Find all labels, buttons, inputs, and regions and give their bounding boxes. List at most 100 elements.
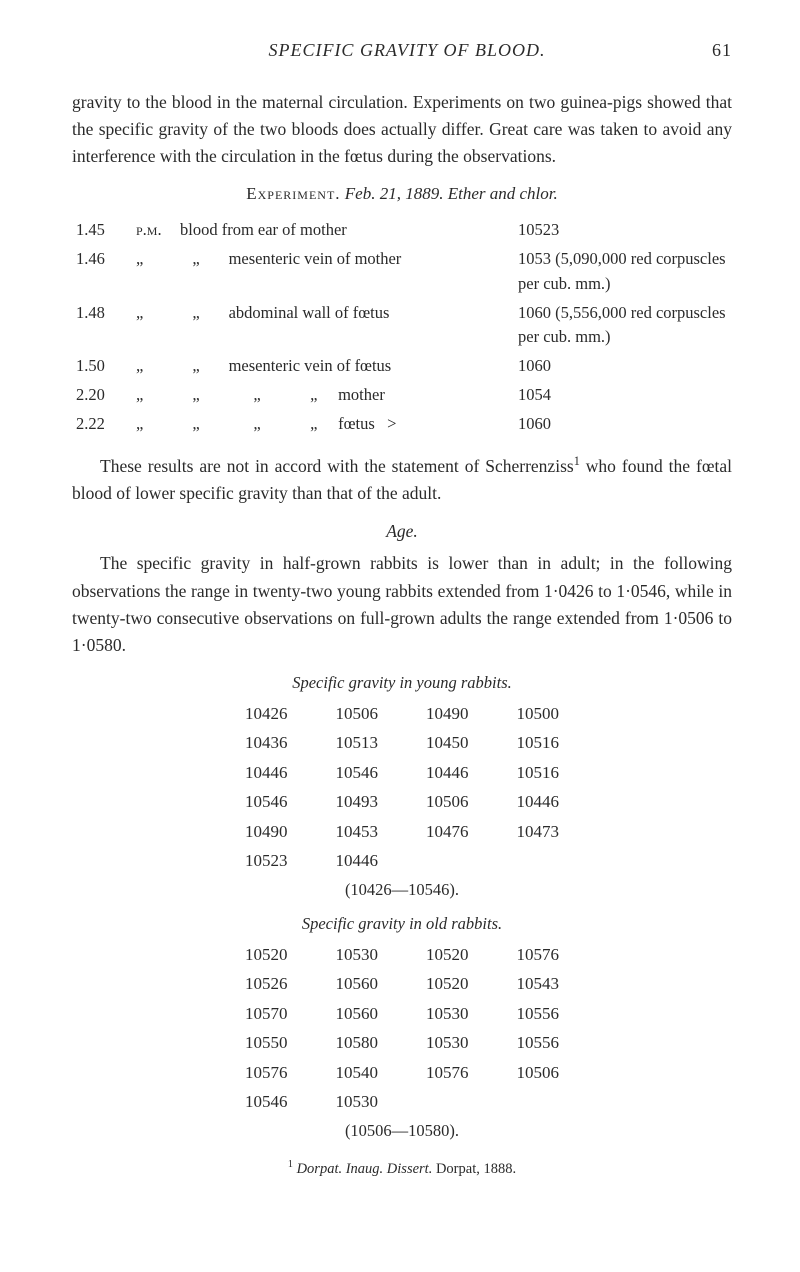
- num-cell: 10490: [402, 699, 493, 729]
- table-row: 1.46„ „ mesenteric vein of mother1053 (5…: [72, 245, 732, 299]
- footnote: 1 Dorpat. Inaug. Dissert. Dorpat, 1888.: [72, 1159, 732, 1178]
- table-row: 1.45p.m.blood from ear of mother10523: [72, 216, 732, 245]
- cell-meridiem: „: [132, 410, 176, 439]
- old-range: (10506—10580).: [72, 1121, 732, 1141]
- experiment-table: 1.45p.m.blood from ear of mother105231.4…: [72, 216, 732, 438]
- old-table: 1052010530105201057610526105601052010543…: [221, 940, 583, 1117]
- num-cell: 10546: [221, 787, 312, 817]
- num-cell: 10543: [493, 969, 584, 999]
- num-cell: 10540: [312, 1058, 403, 1088]
- cell-desc: „ „ „ mother: [176, 381, 514, 410]
- cell-value: 1060: [514, 352, 732, 381]
- num-cell: 10526: [221, 969, 312, 999]
- num-cell: 10556: [493, 1028, 584, 1058]
- num-cell: 10506: [402, 787, 493, 817]
- table-row: 10520105301052010576: [221, 940, 583, 970]
- footnote-rest: Dorpat, 1888.: [432, 1161, 516, 1177]
- num-cell: 10530: [402, 1028, 493, 1058]
- num-cell: 10450: [402, 728, 493, 758]
- num-cell: 10490: [221, 817, 312, 847]
- cell-desc: blood from ear of mother: [176, 216, 514, 245]
- table-row: 10550105801053010556: [221, 1028, 583, 1058]
- num-cell: 10426: [221, 699, 312, 729]
- cell-meridiem: „: [132, 299, 176, 353]
- num-cell: 10520: [402, 969, 493, 999]
- cell-meridiem: „: [132, 352, 176, 381]
- num-cell: 10570: [221, 999, 312, 1029]
- running-head: SPECIFIC GRAVITY OF BLOOD. 61: [72, 40, 732, 61]
- paragraph-1: gravity to the blood in the maternal cir…: [72, 89, 732, 170]
- cell-time: 1.50: [72, 352, 132, 381]
- cell-meridiem: „: [132, 245, 176, 299]
- table-row: 10490104531047610473: [221, 817, 583, 847]
- cell-meridiem: p.m.: [132, 216, 176, 245]
- experiment-rest: Feb. 21, 1889. Ether and chlor.: [345, 184, 558, 203]
- num-cell: 10436: [221, 728, 312, 758]
- table-row: 10446105461044610516: [221, 758, 583, 788]
- num-cell: [402, 846, 493, 876]
- paragraph-2: These results are not in accord with the…: [72, 452, 732, 507]
- footnote-italic: Dorpat. Inaug. Dissert.: [297, 1161, 433, 1177]
- table-row: 10546104931050610446: [221, 787, 583, 817]
- num-cell: [402, 1087, 493, 1117]
- table-row: 10436105131045010516: [221, 728, 583, 758]
- cell-value: 1053 (5,090,000 red cor­puscles per cub.…: [514, 245, 732, 299]
- num-cell: 10493: [312, 787, 403, 817]
- num-cell: 10550: [221, 1028, 312, 1058]
- num-cell: 10523: [221, 846, 312, 876]
- cell-desc: „ „ „ fœtus >: [176, 410, 514, 439]
- cell-time: 2.22: [72, 410, 132, 439]
- num-cell: [493, 846, 584, 876]
- experiment-heading: Experiment. Feb. 21, 1889. Ether and chl…: [72, 184, 732, 204]
- table-row: 10426105061049010500: [221, 699, 583, 729]
- cell-time: 1.45: [72, 216, 132, 245]
- cell-value: 10523: [514, 216, 732, 245]
- num-cell: 10476: [402, 817, 493, 847]
- cell-value: 1060 (5,556,000 red cor­puscles per cub.…: [514, 299, 732, 353]
- num-cell: 10506: [312, 699, 403, 729]
- num-cell: 10546: [221, 1087, 312, 1117]
- num-cell: 10576: [493, 940, 584, 970]
- num-cell: 10556: [493, 999, 584, 1029]
- num-cell: 10453: [312, 817, 403, 847]
- table-row: 1.48„ „ abdominal wall of fœtus1060 (5,5…: [72, 299, 732, 353]
- table-row: 1052310446: [221, 846, 583, 876]
- table-row: 2.22„ „ „ „ fœtus >1060: [72, 410, 732, 439]
- num-cell: 10530: [312, 1087, 403, 1117]
- cell-desc: „ mesenteric vein of fœtus: [176, 352, 514, 381]
- num-cell: 10530: [402, 999, 493, 1029]
- num-cell: 10580: [312, 1028, 403, 1058]
- cell-value: 1060: [514, 410, 732, 439]
- young-heading: Specific gravity in young rabbits.: [72, 673, 732, 693]
- old-heading: Specific gravity in old rabbits.: [72, 914, 732, 934]
- cell-time: 2.20: [72, 381, 132, 410]
- paragraph-3: The specific gravity in half-grown rabbi…: [72, 550, 732, 659]
- num-cell: 10446: [493, 787, 584, 817]
- num-cell: 10500: [493, 699, 584, 729]
- table-row: 2.20„ „ „ „ mother1054: [72, 381, 732, 410]
- footnote-marker: 1: [288, 1159, 293, 1170]
- young-range: (10426—10546).: [72, 880, 732, 900]
- cell-meridiem: „: [132, 381, 176, 410]
- experiment-label: Experiment.: [246, 184, 340, 203]
- num-cell: 10446: [312, 846, 403, 876]
- age-heading: Age.: [72, 521, 732, 542]
- cell-time: 1.46: [72, 245, 132, 299]
- num-cell: 10516: [493, 728, 584, 758]
- table-row: 1054610530: [221, 1087, 583, 1117]
- para2-a: These results are not in accord with the…: [100, 456, 574, 476]
- num-cell: 10576: [402, 1058, 493, 1088]
- table-row: 1.50„ „ mesenteric vein of fœtus1060: [72, 352, 732, 381]
- cell-time: 1.48: [72, 299, 132, 353]
- table-row: 10570105601053010556: [221, 999, 583, 1029]
- num-cell: 10530: [312, 940, 403, 970]
- num-cell: 10520: [221, 940, 312, 970]
- num-cell: 10520: [402, 940, 493, 970]
- cell-desc: „ abdominal wall of fœtus: [176, 299, 514, 353]
- num-cell: 10473: [493, 817, 584, 847]
- table-row: 10576105401057610506: [221, 1058, 583, 1088]
- cell-value: 1054: [514, 381, 732, 410]
- young-table: 1042610506104901050010436105131045010516…: [221, 699, 583, 876]
- num-cell: 10560: [312, 969, 403, 999]
- num-cell: 10506: [493, 1058, 584, 1088]
